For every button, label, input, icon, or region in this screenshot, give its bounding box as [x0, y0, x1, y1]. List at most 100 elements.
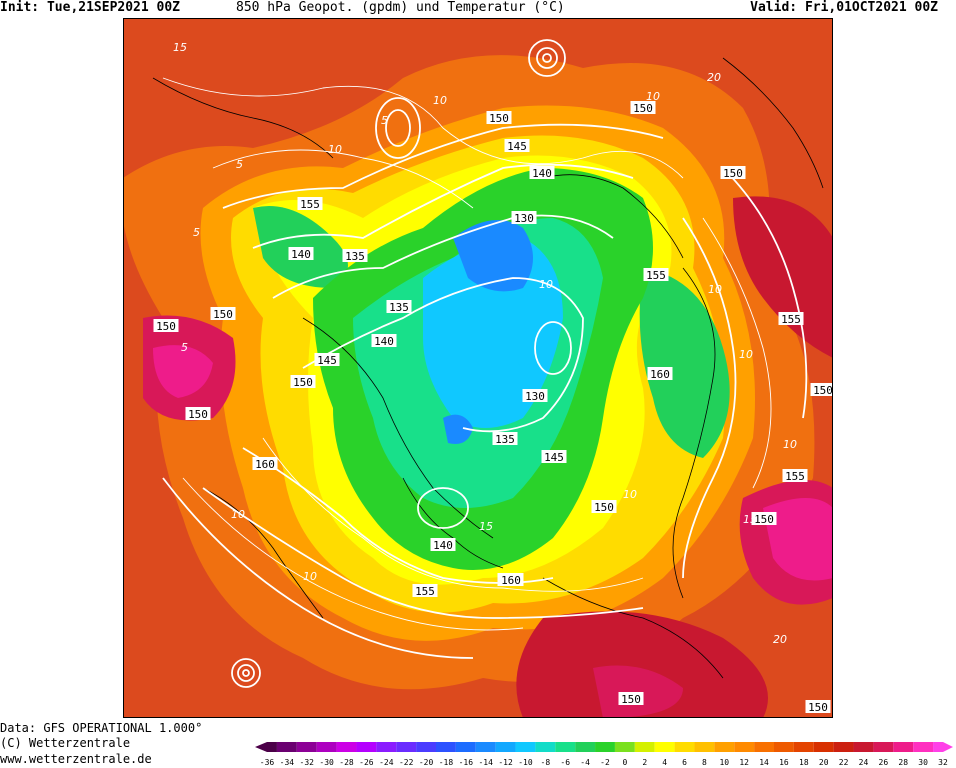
colorbar-swatch — [515, 742, 536, 752]
svg-text:150: 150 — [754, 513, 774, 526]
colorbar-swatch — [296, 742, 317, 752]
geopotential-label: 145 — [504, 139, 530, 153]
colorbar-min-arrow — [255, 742, 267, 752]
isohypses — [162, 39, 808, 688]
init-time: Init: Tue,21SEP2021 00Z — [0, 0, 181, 15]
svg-text:145: 145 — [507, 140, 527, 153]
colorbar-tick-label: 8 — [702, 758, 707, 767]
colorbar-tick-label: -30 — [319, 758, 334, 767]
colorbar-swatch — [356, 742, 377, 752]
temperature-label: 10 — [783, 438, 797, 451]
colorbar-swatch — [634, 742, 655, 752]
svg-text:140: 140 — [291, 248, 311, 261]
temperature-label: 10 — [739, 348, 753, 361]
svg-text:150: 150 — [213, 308, 233, 321]
copyright: (C) Wetterzentrale — [0, 736, 131, 750]
geopotential-label: 160 — [647, 367, 673, 381]
coastlines — [152, 57, 824, 679]
geopotential-label: 150 — [153, 319, 179, 333]
svg-text:140: 140 — [532, 167, 552, 180]
colorbar-tick-label: 20 — [819, 758, 829, 767]
colorbar-swatch — [674, 742, 695, 752]
svg-text:155: 155 — [300, 198, 320, 211]
svg-text:150: 150 — [813, 384, 833, 397]
colorbar-tick-label: 32 — [938, 758, 948, 767]
geopotential-label: 150 — [618, 692, 644, 706]
geopotential-label: 135 — [492, 432, 518, 446]
svg-text:150: 150 — [808, 701, 828, 714]
temperature-label: 15 — [479, 520, 493, 533]
colorbar-tick-label: -22 — [399, 758, 414, 767]
svg-text:150: 150 — [621, 693, 641, 706]
colorbar-tick-label: 16 — [779, 758, 789, 767]
temperature-label: 10 — [328, 143, 342, 156]
website-url: www.wetterzentrale.de — [0, 752, 152, 766]
temperature-label: 20 — [773, 633, 787, 646]
geopotential-label: 135 — [342, 249, 368, 263]
colorbar-tick-label: -26 — [359, 758, 374, 767]
temperature-label: 10 — [708, 283, 722, 296]
geopotential-label: 140 — [529, 166, 555, 180]
colorbar-swatch — [555, 742, 576, 752]
colorbar-tick-label: -10 — [518, 758, 533, 767]
colorbar-swatch — [754, 742, 774, 752]
colorbar-tick-label: -20 — [419, 758, 434, 767]
colorbar-swatch — [694, 742, 715, 752]
svg-text:150: 150 — [489, 112, 509, 125]
svg-text:155: 155 — [781, 313, 801, 326]
svg-text:130: 130 — [525, 390, 545, 403]
colorbar-swatch — [267, 742, 277, 752]
colorbar-tick-label: 6 — [682, 758, 687, 767]
geopotential-label: 145 — [314, 353, 340, 367]
geopotential-label: 150 — [720, 166, 746, 180]
svg-text:150: 150 — [156, 320, 176, 333]
colorbar-tick-label: -4 — [580, 758, 590, 767]
svg-text:150: 150 — [188, 408, 208, 421]
svg-text:160: 160 — [255, 458, 275, 471]
colorbar-tick-label: -8 — [541, 758, 551, 767]
colorbar-swatch — [833, 742, 854, 752]
svg-text:155: 155 — [646, 269, 666, 282]
geopotential-label: 155 — [297, 197, 323, 211]
geopotential-label: 150 — [810, 383, 833, 397]
svg-text:140: 140 — [433, 539, 453, 552]
colorbar-tick-label: 22 — [839, 758, 849, 767]
colorbar-swatch — [336, 742, 357, 752]
svg-text:135: 135 — [389, 301, 409, 314]
colorbar-swatch — [495, 742, 516, 752]
geopotential-label: 130 — [511, 211, 537, 225]
geopotential-label: 150 — [486, 111, 512, 125]
svg-text:145: 145 — [317, 354, 337, 367]
temperature-label: 5 — [236, 158, 243, 171]
colorbar-tick-label: 26 — [879, 758, 889, 767]
colorbar-tick-label: 24 — [859, 758, 869, 767]
colorbar-tick-label: -16 — [459, 758, 474, 767]
svg-text:155: 155 — [415, 585, 435, 598]
geopotential-label: 150 — [630, 101, 656, 115]
colorbar-tick-label: -32 — [300, 758, 315, 767]
colorbar-tick-label: 14 — [759, 758, 769, 767]
colorbar-tick-label: -28 — [339, 758, 354, 767]
isotherms — [162, 77, 772, 631]
geopotential-label: 150 — [805, 700, 831, 714]
geopotential-label: 140 — [430, 538, 456, 552]
colorbar-swatch — [376, 742, 397, 752]
colorbar-swatch — [475, 742, 496, 752]
geopotential-label: 155 — [643, 268, 669, 282]
svg-text:160: 160 — [650, 368, 670, 381]
geopotential-label: 150 — [185, 407, 211, 421]
temperature-label: 10 — [539, 278, 553, 291]
temperature-label: 5 — [381, 114, 388, 127]
svg-text:150: 150 — [723, 167, 743, 180]
geopotential-label: 155 — [778, 312, 804, 326]
colorbar-tick-label: 2 — [642, 758, 647, 767]
svg-text:150: 150 — [633, 102, 653, 115]
svg-text:135: 135 — [495, 433, 515, 446]
geopotential-label: 160 — [252, 457, 278, 471]
svg-text:160: 160 — [501, 574, 521, 587]
colorbar-tick-label: -18 — [439, 758, 454, 767]
colorbar-swatch — [436, 742, 456, 752]
svg-text:155: 155 — [785, 470, 805, 483]
